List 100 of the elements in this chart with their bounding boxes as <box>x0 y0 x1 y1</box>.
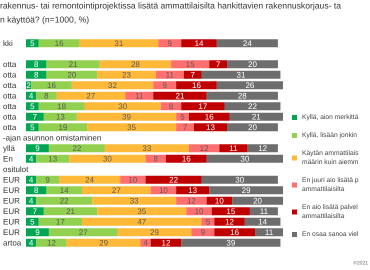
data-label: 4 <box>28 196 34 206</box>
bar <box>153 81 176 90</box>
data-label: 29 <box>242 186 252 195</box>
data-label: 30 <box>102 154 112 164</box>
y-tick-label: En <box>3 154 13 164</box>
data-label: 8 <box>34 186 39 195</box>
data-label: 16 <box>230 228 240 237</box>
bar <box>125 92 154 100</box>
bar <box>46 60 100 68</box>
data-label: 5 <box>30 217 36 226</box>
bar <box>82 186 151 194</box>
y-tick-label: otta <box>3 91 17 100</box>
data-label: 10 <box>128 175 138 184</box>
bar <box>26 144 49 152</box>
data-label: 26 <box>245 80 255 90</box>
bar <box>176 186 210 194</box>
bar <box>227 60 278 68</box>
bar <box>156 70 184 79</box>
data-label: 27 <box>86 91 96 100</box>
bar <box>206 92 278 100</box>
data-label: 11 <box>264 228 274 237</box>
data-label: 14 <box>60 186 70 195</box>
data-label: 30 <box>240 154 250 164</box>
data-label: 23 <box>122 70 132 80</box>
bar <box>38 39 80 48</box>
y-tick-label: EUR <box>3 228 20 237</box>
bar <box>76 112 176 121</box>
data-label: 7 <box>216 60 221 69</box>
data-label: 4 <box>28 238 34 248</box>
data-label: 21 <box>66 206 76 216</box>
data-label: 33 <box>130 196 140 206</box>
data-label: 13 <box>56 112 66 122</box>
data-label: 12 <box>161 238 171 248</box>
data-label: 4 <box>28 91 34 100</box>
y-tick-label: EUR <box>3 217 20 226</box>
data-label: 20 <box>248 122 258 132</box>
bar <box>104 144 189 152</box>
bar <box>176 123 194 132</box>
bar <box>48 228 118 236</box>
y-tick-label: EUR <box>3 186 20 195</box>
bar <box>206 154 283 163</box>
data-label: 13 <box>48 154 58 164</box>
bar <box>202 176 278 184</box>
bar <box>97 70 156 79</box>
bar <box>36 238 67 247</box>
data-label: 15 <box>226 206 236 216</box>
bar <box>87 123 176 132</box>
bar <box>100 60 172 68</box>
data-label: 12 <box>46 238 56 248</box>
data-label: 16 <box>182 154 192 164</box>
y-tick-label: otta <box>3 60 17 69</box>
bar <box>31 81 72 90</box>
y-tick-label: otta <box>3 112 17 122</box>
data-label: 12 <box>258 144 268 153</box>
data-label: 10 <box>194 206 204 216</box>
bar <box>36 196 92 205</box>
bar <box>214 218 245 226</box>
data-label: 4 <box>28 154 34 164</box>
data-label: 11 <box>166 70 174 80</box>
data-label: 15 <box>186 60 196 69</box>
bar <box>188 144 220 152</box>
bar <box>181 102 224 110</box>
data-label: 31 <box>114 38 124 48</box>
y-tick-label: EUR <box>3 196 20 206</box>
data-label: 27 <box>112 186 122 195</box>
bar <box>184 70 202 79</box>
data-label: 30 <box>118 102 128 111</box>
bar <box>216 81 283 90</box>
bar <box>255 228 283 236</box>
data-label: 9 <box>200 228 206 237</box>
bar <box>224 102 280 110</box>
bar <box>72 81 154 90</box>
bar <box>82 218 202 226</box>
data-label: 22 <box>169 175 179 184</box>
data-label: 29 <box>99 238 109 248</box>
bar <box>38 218 82 226</box>
data-label: 21 <box>252 112 262 122</box>
data-label: 12 <box>225 217 235 226</box>
data-label: 7 <box>32 206 38 216</box>
data-label: 12 <box>200 144 210 153</box>
data-label: 16 <box>46 80 56 90</box>
data-label: 13 <box>188 186 198 195</box>
bar <box>171 60 210 68</box>
data-label: 33 <box>142 144 152 153</box>
data-label: 10 <box>214 196 224 206</box>
data-label: 39 <box>226 238 236 248</box>
data-label: 24 <box>242 38 252 48</box>
data-label: 28 <box>238 91 248 100</box>
bar <box>26 228 49 236</box>
bar <box>44 207 98 216</box>
bar <box>150 238 182 247</box>
data-label: 5 <box>206 217 211 226</box>
bar <box>232 196 283 205</box>
bar <box>176 196 207 205</box>
data-label: 8 <box>154 154 159 164</box>
data-label: 17 <box>56 217 66 226</box>
data-label: 9 <box>162 80 168 90</box>
bar <box>250 207 278 216</box>
data-label: 47 <box>137 217 147 226</box>
y-tick-label: EUR <box>3 206 20 216</box>
